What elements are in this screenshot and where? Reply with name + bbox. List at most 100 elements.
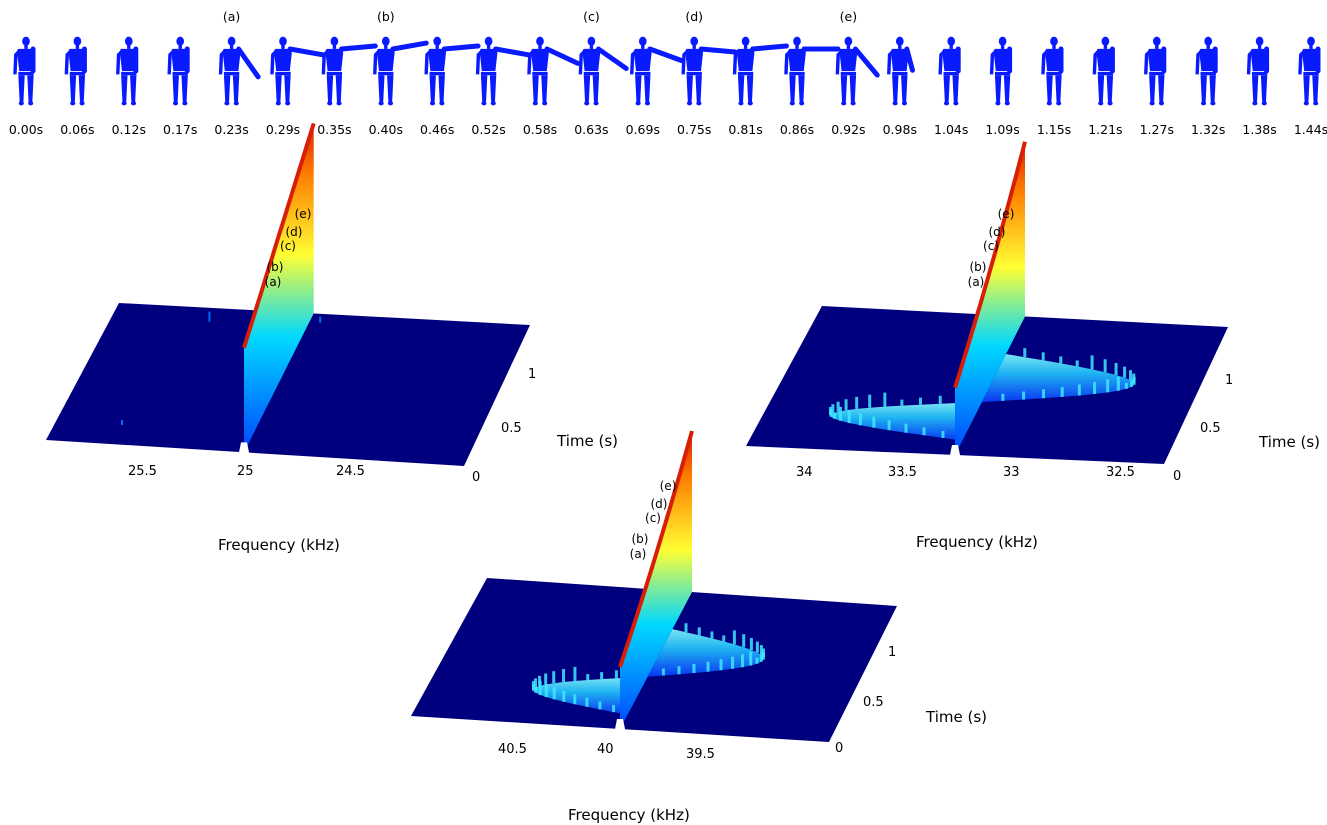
spectrogram-surface-right: [746, 141, 1228, 465]
time-label: 0.40s: [369, 122, 403, 137]
time-label: 1.32s: [1191, 122, 1225, 137]
arm: [236, 46, 261, 80]
ridge-crest: [242, 122, 316, 349]
arm: [287, 46, 326, 58]
peak-label: (d): [651, 497, 668, 511]
time-label: 1.09s: [985, 122, 1019, 137]
peak-label: (e): [998, 207, 1015, 221]
time-label: 0.17s: [163, 122, 197, 137]
peak-label: (b): [267, 260, 284, 274]
time-label: 0.29s: [266, 122, 300, 137]
x-axis-label: Frequency (kHz): [568, 806, 690, 824]
time-label: 0.69s: [626, 122, 660, 137]
time-label: 0.35s: [317, 122, 351, 137]
x-axis-label: Frequency (kHz): [218, 536, 340, 554]
x-tick-label: 39.5: [686, 747, 715, 762]
human-figure: [475, 36, 532, 106]
doppler-lobe: [533, 676, 648, 715]
arm: [493, 46, 532, 58]
time-label: 0.58s: [523, 122, 557, 137]
ridge-crest: [618, 430, 694, 668]
peak-label: (c): [983, 239, 999, 253]
human-figure: [887, 36, 915, 106]
x-tick-label: 40: [597, 742, 614, 757]
x-tick-label: 33: [1003, 465, 1020, 480]
time-label: 0.75s: [677, 122, 711, 137]
human-figure: [270, 36, 326, 106]
human-figure: [732, 36, 789, 106]
time-label: 0.92s: [831, 122, 865, 137]
time-label: 1.04s: [934, 122, 968, 137]
human-figure: [116, 36, 139, 106]
y-axis-label: Time (s): [925, 708, 987, 726]
peak-label: (b): [632, 532, 649, 546]
x-tick-label: 40.5: [498, 742, 527, 757]
spectrogram-surface-bottom: [411, 430, 897, 742]
peak-label: (c): [280, 239, 296, 253]
arm: [647, 46, 685, 64]
time-label: 1.44s: [1294, 122, 1327, 137]
y-tick-label: 1: [1225, 373, 1233, 388]
human-figure: [1092, 36, 1115, 106]
carrier-ridge: [620, 431, 692, 729]
arm: [441, 43, 481, 52]
y-tick-label: 0.5: [501, 421, 522, 436]
x-tick-label: 24.5: [336, 464, 365, 479]
human-figure: [1144, 36, 1167, 106]
phase-label: (b): [377, 9, 395, 24]
human-figure: [784, 36, 841, 106]
human-figure: [630, 36, 685, 106]
human-figure: [989, 36, 1013, 106]
peak-label: (e): [295, 207, 312, 221]
human-figure: [1195, 36, 1218, 106]
human-figure: [681, 36, 738, 106]
y-tick-label: 0: [1173, 469, 1181, 484]
peak-label: (d): [286, 225, 303, 239]
human-figure: [424, 36, 481, 106]
human-figure: [64, 36, 87, 106]
y-tick-label: 0: [835, 741, 843, 756]
time-label: 0.63s: [574, 122, 608, 137]
human-figure: [835, 36, 880, 106]
y-axis-label: Time (s): [1258, 433, 1320, 451]
x-tick-label: 34: [796, 465, 813, 480]
x-tick-label: 33.5: [888, 465, 917, 480]
x-tick-label: 32.5: [1106, 465, 1135, 480]
time-label: 1.27s: [1140, 122, 1174, 137]
time-label: 0.52s: [471, 122, 505, 137]
arm: [698, 46, 738, 55]
time-label: 1.38s: [1242, 122, 1276, 137]
surface-plane: [46, 303, 530, 466]
y-tick-label: 1: [528, 367, 536, 382]
y-tick-label: 0.5: [1200, 421, 1221, 436]
phase-label: (c): [583, 9, 600, 24]
human-figure: [13, 36, 36, 106]
time-label: 0.00s: [9, 122, 43, 137]
peak-label: (d): [989, 225, 1006, 239]
gesture-strip: 0.00s 0.06s 0.12s 0.17s 0.23s 0.29s 0.35s 0.40s…: [9, 9, 1327, 137]
time-label: 1.21s: [1088, 122, 1122, 137]
human-figure: [218, 36, 261, 106]
peak-label: (b): [970, 260, 987, 274]
human-figure: [1041, 36, 1064, 106]
human-figure: [1246, 36, 1270, 106]
panel-right: (a)(b)(c)(d)(e) 34 33.5 33 32.5 0 0.5 1 …: [746, 141, 1320, 551]
y-axis-label: Time (s): [556, 432, 618, 450]
peak-label: (a): [630, 547, 647, 561]
x-tick-label: 25.5: [128, 464, 157, 479]
spectrogram-surface-left: [46, 122, 530, 466]
peak-labels-left: (a)(b) (c)(d) (e): [265, 207, 312, 289]
human-figure: [938, 36, 961, 106]
time-label: 0.81s: [728, 122, 762, 137]
arm: [595, 46, 629, 72]
peak-labels-right: (a)(b) (c)(d) (e): [968, 207, 1015, 289]
peak-label: (a): [265, 275, 282, 289]
time-label: 0.46s: [420, 122, 454, 137]
time-label: 0.23s: [214, 122, 248, 137]
peak-label: (a): [968, 275, 985, 289]
y-tick-label: 1: [888, 645, 896, 660]
human-figure: [373, 36, 429, 106]
carrier-ridge: [955, 141, 1025, 455]
arm: [338, 43, 378, 52]
panel-left: (a)(b) (c)(d) (e) 25.5 25 24.5 0 0.5 1 Tim…: [46, 122, 618, 554]
